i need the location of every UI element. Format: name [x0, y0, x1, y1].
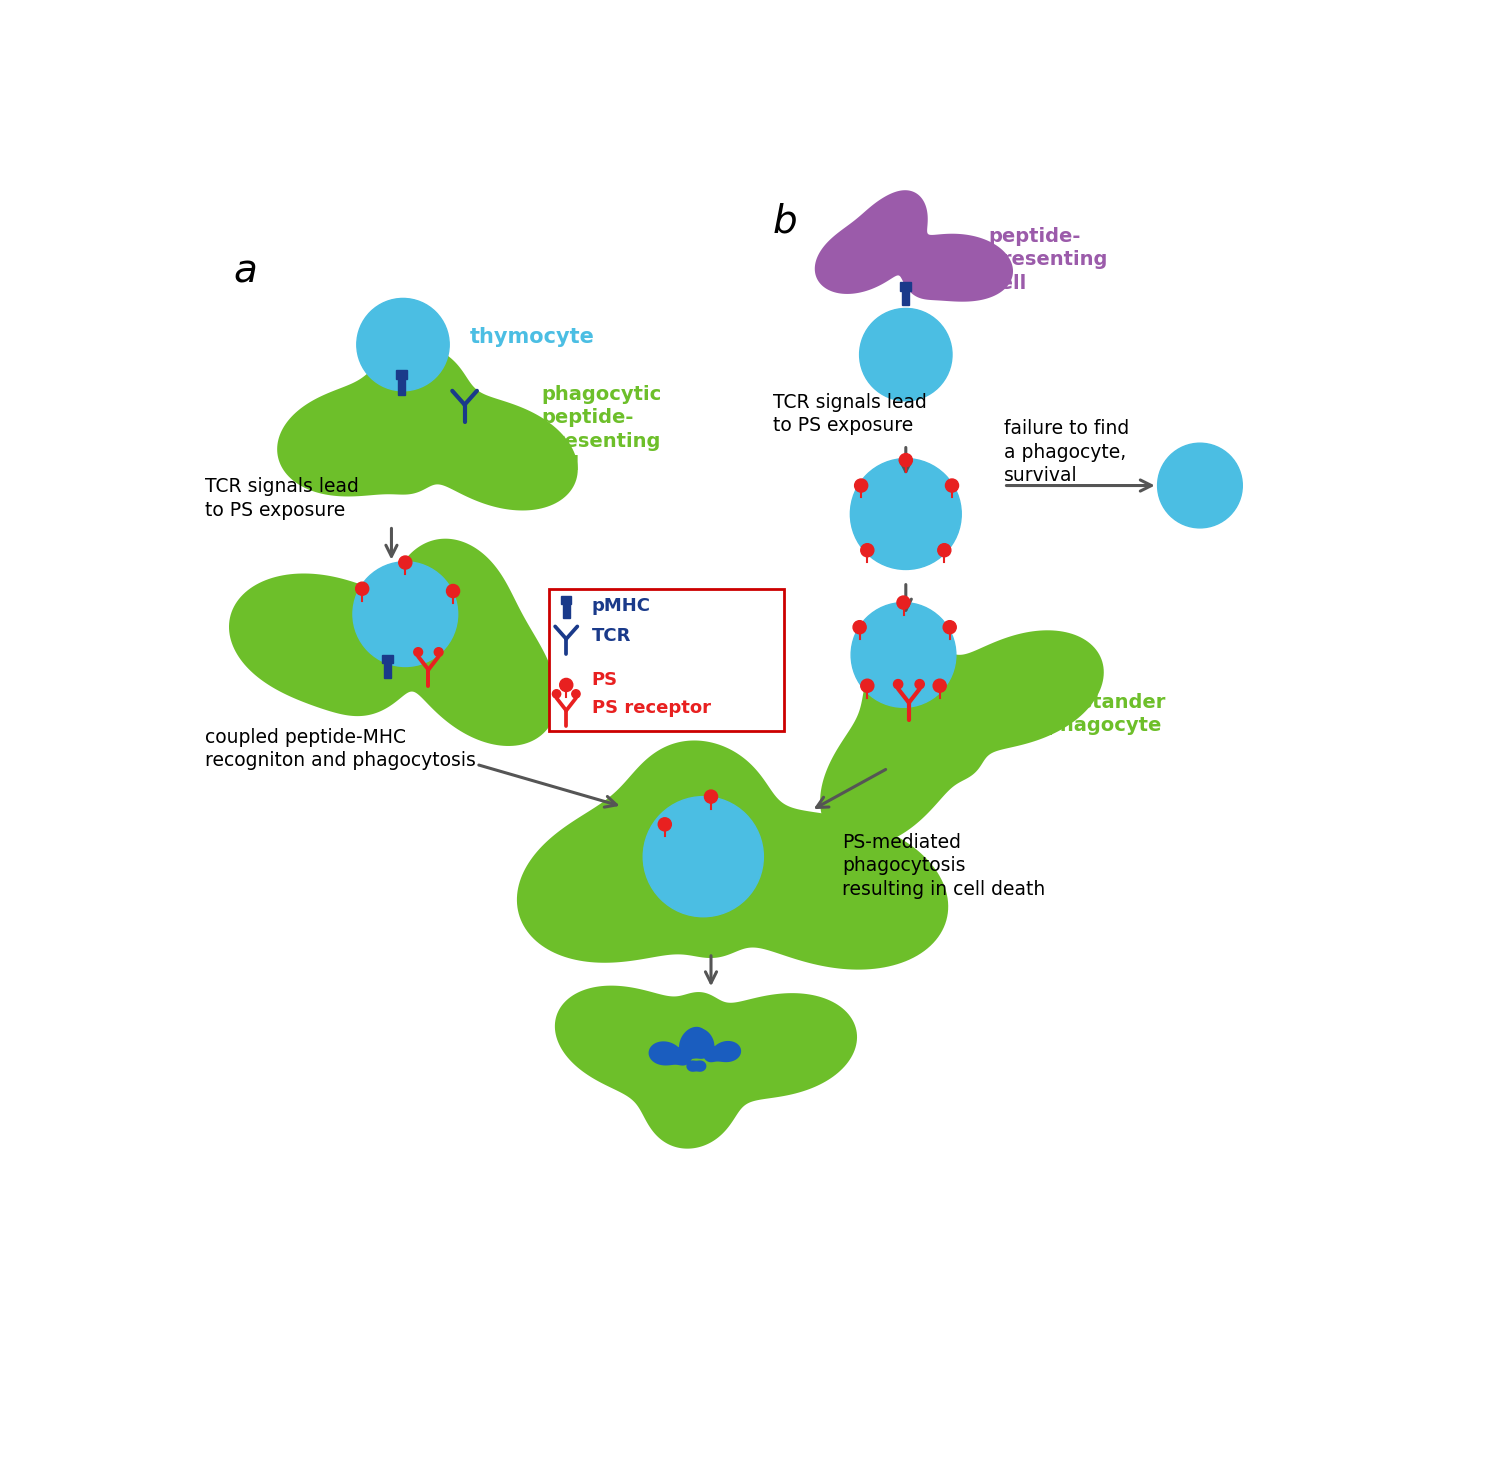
Circle shape [915, 679, 924, 689]
Polygon shape [648, 1027, 706, 1065]
Bar [562, 604, 570, 619]
Circle shape [859, 308, 952, 401]
Polygon shape [815, 190, 1013, 302]
Circle shape [447, 585, 459, 598]
Text: phagocytic
peptide-
presenting
cell: phagocytic peptide- presenting cell [542, 384, 662, 474]
Circle shape [435, 648, 442, 657]
Circle shape [933, 679, 946, 692]
Circle shape [399, 555, 412, 569]
Circle shape [356, 582, 369, 595]
Text: PS receptor: PS receptor [591, 700, 711, 717]
FancyBboxPatch shape [549, 589, 784, 731]
Polygon shape [230, 539, 556, 745]
Circle shape [900, 454, 912, 467]
Circle shape [572, 689, 580, 698]
Circle shape [1158, 443, 1242, 527]
Circle shape [938, 544, 951, 557]
Text: thymocyte: thymocyte [470, 327, 596, 348]
Text: PS: PS [591, 670, 618, 688]
Polygon shape [684, 1044, 709, 1059]
Bar [902, 290, 909, 305]
Text: a: a [234, 252, 258, 290]
Circle shape [552, 689, 561, 698]
Text: TCR signals lead
to PS exposure: TCR signals lead to PS exposure [206, 477, 358, 520]
Circle shape [853, 620, 865, 633]
Bar [561, 595, 572, 604]
Circle shape [352, 561, 458, 666]
Polygon shape [821, 630, 1104, 847]
Circle shape [644, 797, 764, 916]
Text: TCR: TCR [591, 627, 632, 645]
Circle shape [357, 299, 448, 390]
Circle shape [850, 458, 962, 570]
Circle shape [414, 648, 423, 657]
Text: by-stander
phagocyte: by-stander phagocyte [1046, 692, 1166, 735]
Polygon shape [687, 1061, 706, 1072]
Text: coupled peptide-MHC
recogniton and phagocytosis: coupled peptide-MHC recogniton and phago… [206, 728, 476, 770]
Bar [382, 654, 393, 663]
Polygon shape [555, 985, 856, 1149]
Circle shape [861, 544, 874, 557]
Bar [384, 663, 392, 678]
Circle shape [944, 620, 956, 633]
Polygon shape [278, 345, 578, 511]
Text: b: b [772, 202, 796, 240]
Text: TCR signals lead
to PS exposure: TCR signals lead to PS exposure [772, 393, 927, 435]
Circle shape [897, 597, 910, 610]
Circle shape [855, 479, 867, 492]
Circle shape [894, 679, 903, 689]
Circle shape [850, 602, 956, 707]
Text: failure to find
a phagocyte,
survival: failure to find a phagocyte, survival [1004, 420, 1130, 486]
Polygon shape [690, 1028, 741, 1062]
Circle shape [861, 679, 874, 692]
Circle shape [658, 818, 672, 831]
Bar [900, 281, 912, 290]
Circle shape [560, 679, 573, 691]
Text: pMHC: pMHC [591, 597, 651, 614]
Text: PS-mediated
phagocytosis
resulting in cell death: PS-mediated phagocytosis resulting in ce… [842, 832, 1046, 899]
Polygon shape [518, 741, 948, 969]
Circle shape [945, 479, 958, 492]
Bar [398, 379, 405, 395]
Bar [396, 370, 406, 379]
Circle shape [705, 790, 717, 803]
Text: peptide-
presenting
cell: peptide- presenting cell [988, 227, 1107, 293]
